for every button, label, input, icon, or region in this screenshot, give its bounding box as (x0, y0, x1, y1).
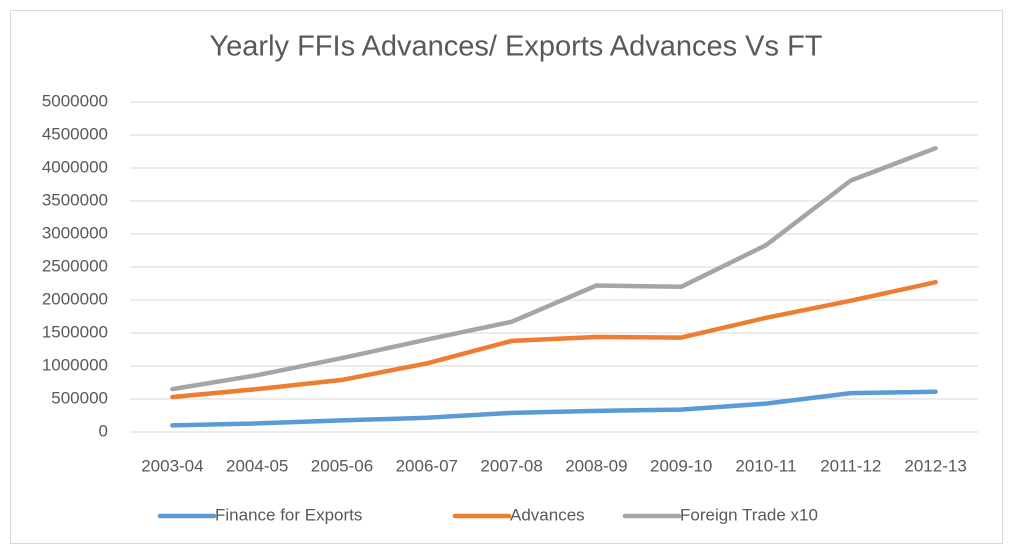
y-tick-label: 0 (99, 421, 108, 440)
chart-border (10, 10, 1003, 544)
x-tick-label: 2011-12 (820, 456, 881, 475)
y-tick-label: 4000000 (42, 157, 108, 176)
series-line (170, 389, 938, 428)
y-tick-label: 5000000 (42, 91, 108, 110)
x-tick-label: 2009-10 (650, 456, 712, 475)
x-tick-label: 2007-08 (480, 456, 542, 475)
x-tick-label: 2004-05 (226, 456, 288, 475)
legend-label: Advances (510, 505, 585, 524)
x-tick-label: 2010-11 (735, 456, 796, 475)
series-line (170, 279, 938, 400)
y-tick-label: 4500000 (42, 124, 108, 143)
x-tick-label: 2008-09 (565, 456, 627, 475)
x-tick-label: 2003-04 (141, 456, 203, 475)
y-tick-label: 1500000 (42, 322, 108, 341)
x-tick-label: 2012-13 (904, 456, 966, 475)
y-tick-label: 2000000 (42, 289, 108, 308)
x-tick-label: 2005-06 (311, 456, 373, 475)
y-tick-label: 2500000 (42, 256, 108, 275)
legend-label: Foreign Trade x10 (680, 505, 818, 524)
y-tick-label: 1000000 (42, 355, 108, 374)
chart-title: Yearly FFIs Advances/ Exports Advances V… (209, 31, 822, 63)
x-tick-label: 2006-07 (396, 456, 458, 475)
y-tick-label: 500000 (51, 388, 108, 407)
legend-label: Finance for Exports (215, 505, 362, 524)
series-line (170, 145, 938, 392)
y-tick-label: 3500000 (42, 190, 108, 209)
y-tick-label: 3000000 (42, 223, 108, 242)
